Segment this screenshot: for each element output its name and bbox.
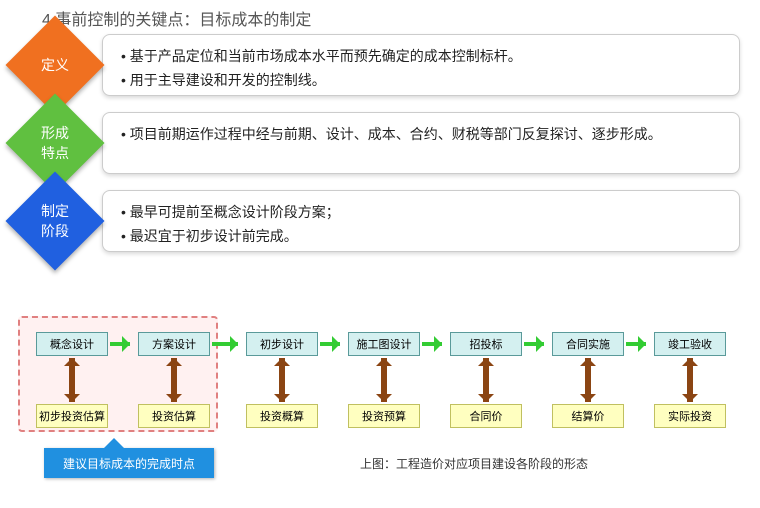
flow-caption: 上图：工程造价对应项目建设各阶段的形态 [360, 455, 588, 472]
bullet-text: • 项目前期运作过程中经与前期、设计、成本、合约、财税等部门反复探讨、逐步形成。 [121, 123, 721, 147]
link-arrow-icon [483, 358, 489, 402]
bullet-text: • 最早可提前至概念设计阶段方案； [121, 201, 721, 225]
flow-arrow-icon [422, 342, 442, 346]
flow-arrow-icon [110, 342, 130, 346]
link-arrow-icon [687, 358, 693, 402]
diamond-text: 制定阶段 [41, 201, 69, 241]
section-content: • 项目前期运作过程中经与前期、设计、成本、合约、财税等部门反复探讨、逐步形成。 [102, 112, 740, 174]
bullet-text: • 基于产品定位和当前市场成本水平而预先确定的成本控制标杆。 [121, 45, 721, 69]
diamond-text: 定义 [41, 55, 69, 75]
diamond-label: 制定阶段 [6, 172, 105, 271]
flow-arrow-icon [626, 342, 646, 346]
callout-box: 建议目标成本的完成时点 [44, 448, 214, 478]
bullet-text: • 最迟宜于初步设计前完成。 [121, 225, 721, 249]
flow-arrow-icon [212, 342, 238, 346]
page-title: 4.事前控制的关键点：目标成本的制定 [42, 6, 311, 30]
link-arrow-icon [585, 358, 591, 402]
section-content: • 基于产品定位和当前市场成本水平而预先确定的成本控制标杆。• 用于主导建设和开… [102, 34, 740, 96]
link-arrow-icon [69, 358, 75, 402]
bullet-text: • 用于主导建设和开发的控制线。 [121, 69, 721, 93]
section: • 最早可提前至概念设计阶段方案；• 最迟宜于初步设计前完成。 制定阶段 [20, 190, 740, 252]
section: • 基于产品定位和当前市场成本水平而预先确定的成本控制标杆。• 用于主导建设和开… [20, 34, 740, 96]
section: • 项目前期运作过程中经与前期、设计、成本、合约、财税等部门反复探讨、逐步形成。… [20, 112, 740, 174]
flow-arrow-icon [524, 342, 544, 346]
section-content: • 最早可提前至概念设计阶段方案；• 最迟宜于初步设计前完成。 [102, 190, 740, 252]
link-arrow-icon [279, 358, 285, 402]
link-arrow-icon [381, 358, 387, 402]
diamond-text: 形成特点 [41, 123, 69, 163]
flow-arrow-icon [320, 342, 340, 346]
link-arrow-icon [171, 358, 177, 402]
